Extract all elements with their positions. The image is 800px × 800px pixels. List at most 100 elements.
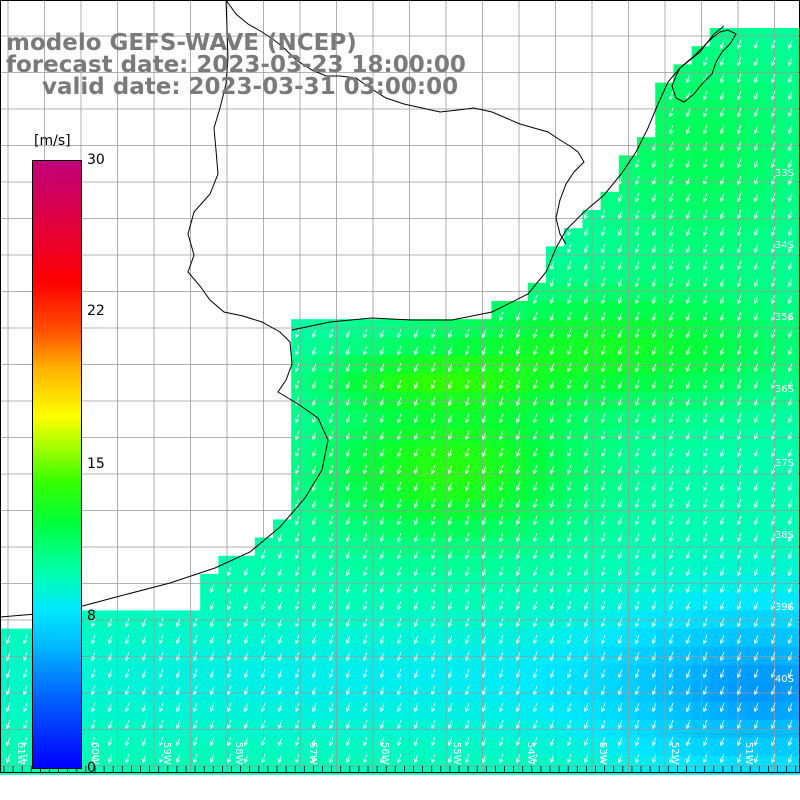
wind-arrow — [617, 753, 623, 764]
wind-speed-cell — [728, 301, 747, 320]
wind-arrow — [396, 634, 402, 645]
wind-arrow — [481, 498, 487, 509]
wind-arrow — [770, 413, 776, 424]
wind-arrow — [600, 345, 606, 356]
wind-arrow — [770, 345, 776, 356]
wind-arrow — [719, 209, 725, 220]
wind-arrow — [362, 379, 368, 390]
wind-speed-cell — [418, 410, 438, 429]
wind-arrow — [600, 396, 606, 407]
wind-arrow — [634, 379, 640, 390]
wind-speed-cell — [782, 373, 800, 393]
latitude-label: 33S — [775, 168, 794, 179]
wind-speed-cell — [637, 228, 656, 247]
wind-arrow — [770, 617, 776, 628]
wind-arrow — [549, 566, 555, 577]
wind-arrow — [719, 566, 725, 577]
wind-arrow — [532, 464, 538, 475]
wind-arrow — [719, 73, 725, 84]
wind-arrow — [600, 362, 606, 373]
wind-speed-cell — [709, 100, 729, 120]
wind-arrow — [396, 651, 402, 662]
wind-arrow — [294, 345, 300, 356]
wind-speed-cell — [728, 373, 747, 393]
wind-speed-cell — [145, 665, 165, 684]
wind-arrow — [328, 328, 334, 339]
wind-arrow — [260, 566, 266, 577]
wind-arrow — [685, 515, 691, 526]
wind-arrow — [566, 413, 572, 424]
wind-speed-cell — [764, 228, 784, 247]
wind-arrow — [396, 702, 402, 713]
wind-arrow — [175, 668, 181, 679]
wind-speed-cell — [309, 719, 329, 739]
wind-speed-cell — [109, 756, 128, 775]
wind-arrow — [702, 124, 708, 135]
wind-arrow — [685, 566, 691, 577]
wind-arrow — [583, 583, 589, 594]
wind-arrow — [294, 532, 300, 543]
wind-arrow — [175, 736, 181, 747]
wind-speed-cell — [728, 519, 747, 539]
wind-arrow — [498, 719, 504, 730]
wind-speed-cell — [564, 701, 583, 721]
wind-arrow — [702, 141, 708, 152]
wind-arrow — [617, 243, 623, 254]
wind-arrow — [209, 702, 215, 713]
wind-speed-cell — [782, 701, 800, 721]
wind-speed-cell — [182, 756, 201, 775]
wind-arrow — [260, 668, 266, 679]
wind-arrow — [90, 753, 96, 764]
wind-arrow — [736, 600, 742, 611]
colorbar-label-15: 15 — [87, 456, 105, 472]
wind-speed-cell — [345, 446, 365, 466]
wind-arrow — [702, 736, 708, 747]
wind-arrow — [294, 753, 300, 764]
wind-arrow — [345, 566, 351, 577]
wind-arrow — [464, 515, 470, 526]
wind-arrow — [379, 583, 385, 594]
wind-speed-cell — [637, 155, 656, 175]
wind-arrow — [702, 243, 708, 254]
wind-arrow — [702, 634, 708, 645]
wind-arrow — [600, 294, 606, 305]
wind-speed-cell — [673, 319, 693, 338]
colorbar-label-22: 22 — [87, 303, 105, 319]
wind-arrow — [617, 379, 623, 390]
wind-arrow — [107, 753, 113, 764]
wind-arrow — [260, 549, 266, 560]
wind-arrow — [260, 617, 266, 628]
wind-arrow — [464, 464, 470, 475]
wind-speed-cell — [564, 665, 583, 684]
wind-arrow — [107, 634, 113, 645]
wind-arrow — [736, 685, 742, 696]
wind-arrow — [651, 481, 657, 492]
wind-arrow — [362, 634, 368, 645]
wind-speed-cell — [691, 337, 711, 357]
wind-arrow — [481, 668, 487, 679]
wind-arrow — [430, 532, 436, 543]
wind-arrow — [549, 702, 555, 713]
wind-arrow — [651, 668, 657, 679]
wind-arrow — [770, 209, 776, 220]
wind-arrow — [634, 600, 640, 611]
wind-arrow — [481, 328, 487, 339]
wind-speed-cell — [728, 228, 747, 247]
wind-arrow — [532, 566, 538, 577]
wind-speed-cell — [600, 191, 620, 211]
wind-speed-cell — [746, 337, 765, 357]
wind-arrow — [702, 379, 708, 390]
wind-arrow — [617, 294, 623, 305]
wind-speed-cell — [709, 719, 729, 739]
wind-arrow — [617, 413, 623, 424]
wind-arrow — [362, 617, 368, 628]
wind-arrow — [583, 447, 589, 458]
wind-arrow — [209, 617, 215, 628]
wind-arrow — [328, 413, 334, 424]
wind-arrow — [464, 447, 470, 458]
wind-arrow — [362, 566, 368, 577]
wind-arrow — [141, 651, 147, 662]
wind-arrow — [719, 362, 725, 373]
wind-arrow — [770, 430, 776, 441]
wind-arrow — [141, 668, 147, 679]
